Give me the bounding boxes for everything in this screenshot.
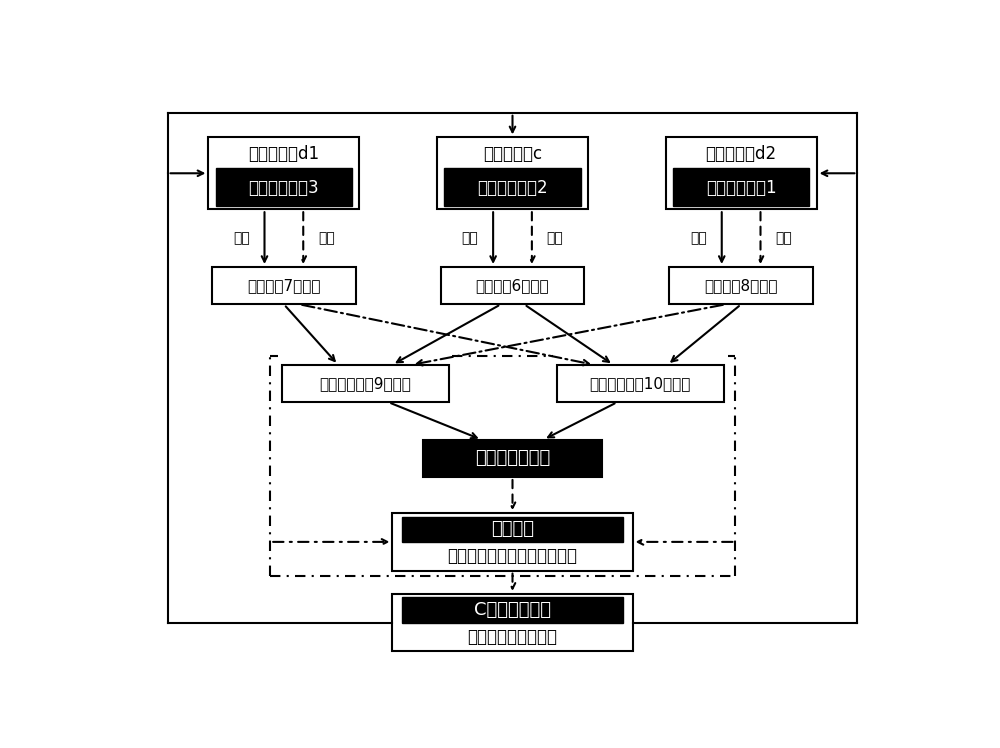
Bar (441, 267, 584, 304)
Text: 变速: 变速 (690, 231, 707, 245)
Bar (437, 138, 588, 209)
Text: C语言程序编写: C语言程序编写 (474, 601, 551, 619)
Text: 微通道（6）入口: 微通道（6）入口 (476, 278, 549, 293)
Bar (669, 267, 813, 304)
Text: 微液滴被动融合: 微液滴被动融合 (475, 450, 550, 468)
Bar (423, 440, 602, 477)
Text: 数据处理: 数据处理 (491, 520, 534, 539)
Text: 可编程注射泵2: 可编程注射泵2 (477, 179, 548, 197)
Text: 分散相液滴（10）生成: 分散相液滴（10）生成 (590, 376, 691, 391)
Bar (282, 365, 449, 402)
Bar (392, 513, 633, 571)
Text: 两液滴生成时间以及两相流速: 两液滴生成时间以及两相流速 (448, 548, 578, 565)
Text: 可编程注射泵1: 可编程注射泵1 (706, 179, 776, 197)
Bar (208, 138, 359, 209)
Bar (666, 138, 817, 209)
Text: 可编程注射泵3: 可编程注射泵3 (249, 179, 319, 197)
Text: 微通道（8）入口: 微通道（8）入口 (704, 278, 778, 293)
Text: 连续相流体c: 连续相流体c (483, 145, 542, 163)
Text: 分散相液滴（9）生成: 分散相液滴（9）生成 (319, 376, 411, 391)
Bar (402, 517, 623, 542)
Bar (216, 168, 352, 206)
Text: 恒速: 恒速 (318, 231, 335, 245)
Text: 变速: 变速 (233, 231, 250, 245)
Bar (557, 365, 724, 402)
Text: 分散相流体d1: 分散相流体d1 (248, 145, 319, 163)
Text: 恒速: 恒速 (775, 231, 792, 245)
Bar (212, 267, 356, 304)
Bar (444, 168, 581, 206)
Bar (402, 597, 623, 622)
Text: 分散相流体d2: 分散相流体d2 (706, 145, 777, 163)
Bar (673, 168, 809, 206)
Text: 微通道（7）入口: 微通道（7）入口 (247, 278, 321, 293)
Text: 变速: 变速 (547, 231, 564, 245)
Bar (392, 594, 633, 652)
Text: 恒速: 恒速 (461, 231, 478, 245)
Text: 两相流速周期性变化: 两相流速周期性变化 (468, 628, 558, 646)
